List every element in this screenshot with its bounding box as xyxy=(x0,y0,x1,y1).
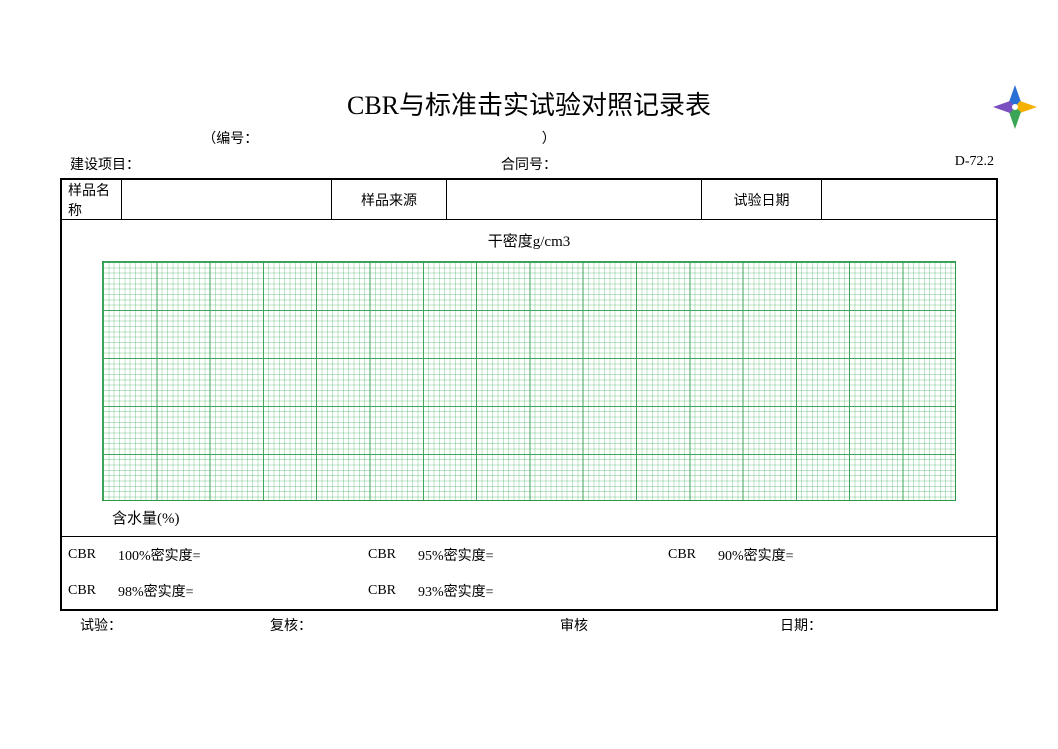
chart-grid xyxy=(102,261,956,501)
contract-label: 合同号： xyxy=(60,154,998,174)
chart-y-axis-label: 干密度g/cm3 xyxy=(62,230,996,251)
doc-no: D-72.2 xyxy=(955,154,994,170)
cbr-label-2b: CBR xyxy=(362,583,412,599)
info-row: 样品名称 样品来源 试验日期 xyxy=(62,180,996,220)
project-label: 建设项目： xyxy=(70,154,140,174)
page-title: CBR与标准击实试验对照记录表 xyxy=(60,85,998,122)
doc-number-suffix: ） xyxy=(542,128,556,148)
density-90: 90%密实度= xyxy=(712,545,962,565)
density-95: 95%密实度= xyxy=(412,545,662,565)
footer-test-label: 试验： xyxy=(80,615,122,635)
doc-number-prefix: （编号： xyxy=(202,128,258,148)
density-93: 93%密实度= xyxy=(412,581,662,601)
chart-x-axis-label: 含水量(%) xyxy=(112,507,996,528)
chart-section: 干密度g/cm3 含水量(%) xyxy=(62,220,996,537)
header-row: 建设项目： 合同号： D-72.2 xyxy=(60,154,998,174)
sample-source-value xyxy=(447,180,702,219)
test-date-label: 试验日期 xyxy=(702,180,822,219)
sample-name-label: 样品名称 xyxy=(62,180,122,219)
cbr-label-1a: CBR xyxy=(62,547,112,563)
form-page: CBR与标准击实试验对照记录表 （编号： ） 建设项目： 合同号： D-72.2… xyxy=(60,85,998,635)
density-98: 98%密实度= xyxy=(112,581,362,601)
test-date-value xyxy=(822,180,996,219)
cbr-label-2a: CBR xyxy=(62,583,112,599)
cbr-label-1b: CBR xyxy=(362,547,412,563)
density-100: 100%密实度= xyxy=(112,545,362,565)
density-row-2: CBR 98%密实度= CBR 93%密实度= xyxy=(62,573,996,609)
cbr-label-1c: CBR xyxy=(662,547,712,563)
footer-row: 试验： 复核： 审核 日期： xyxy=(60,615,998,635)
sample-name-value xyxy=(122,180,332,219)
form-box: 样品名称 样品来源 试验日期 干密度g/cm3 含水量(%) CBR 100%密… xyxy=(60,178,998,611)
density-rows: CBR 100%密实度= CBR 95%密实度= CBR 90%密实度= CBR… xyxy=(62,537,996,609)
footer-audit-label: 审核 xyxy=(560,615,588,635)
doc-number-line: （编号： ） xyxy=(60,128,998,148)
footer-date-label: 日期： xyxy=(780,615,822,635)
chart-grid-wrap xyxy=(102,261,956,501)
sample-source-label: 样品来源 xyxy=(332,180,447,219)
density-row-1: CBR 100%密实度= CBR 95%密实度= CBR 90%密实度= xyxy=(62,537,996,573)
footer-review-label: 复核： xyxy=(270,615,312,635)
